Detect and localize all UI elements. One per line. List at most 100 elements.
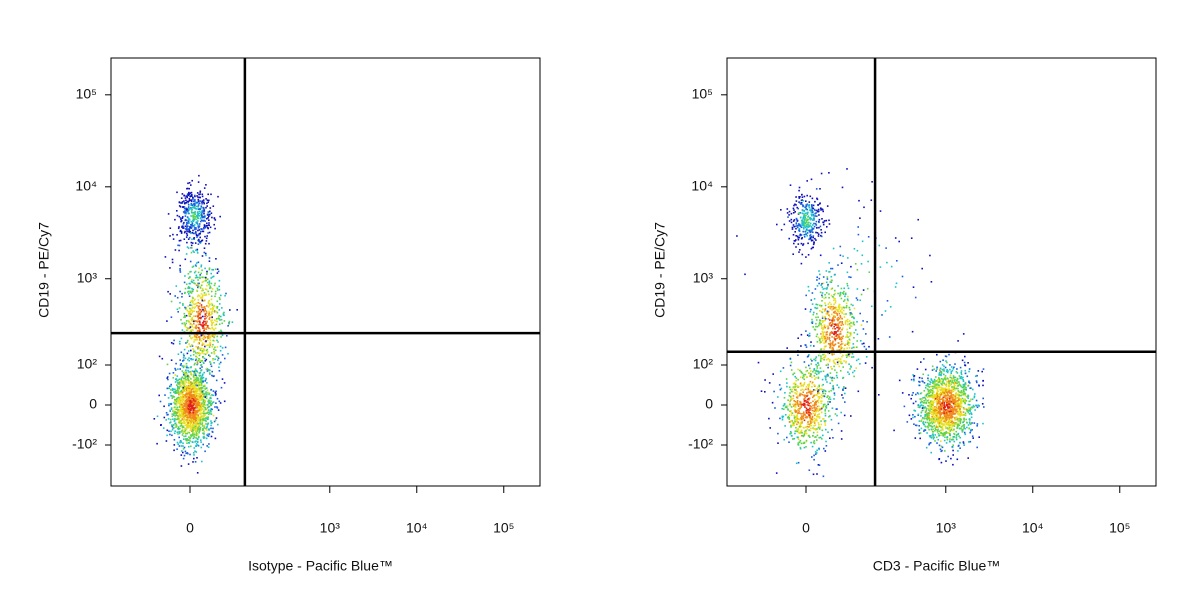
event-dot [195,228,197,230]
event-dot [205,276,207,279]
event-dot [968,380,970,382]
event-dot [790,426,792,428]
event-dot [193,385,195,388]
event-dot [952,375,955,377]
event-dot [195,394,197,396]
event-dot [952,400,955,403]
event-dot [809,429,812,432]
event-dot [806,409,809,411]
event-dot [944,384,947,386]
event-dot [169,392,172,394]
event-dot [913,375,916,377]
event-dot [790,414,793,416]
event-dot [934,434,936,436]
event-dot [218,400,221,403]
event-dot [190,349,192,352]
event-dot [813,375,816,377]
event-dot [191,266,194,268]
event-dot [203,299,206,302]
event-dot [205,184,207,186]
event-dot [181,450,183,452]
event-dot [197,229,199,232]
event-dot [205,397,208,400]
event-dot [934,430,936,432]
event-dot [196,415,198,418]
event-dot [935,380,937,382]
event-dot [196,311,198,313]
event-dot [946,404,948,406]
event-dot [209,303,211,305]
event-dot [196,388,199,390]
event-dot [201,200,204,202]
event-dot [178,397,180,400]
event-dot [204,276,206,279]
event-dot [185,362,188,365]
event-dot [930,408,932,411]
event-dot [174,418,176,420]
event-dot [796,391,798,393]
event-dot [971,429,973,431]
event-dot [202,300,205,302]
event-dot [205,324,208,326]
event-dot [946,377,948,379]
event-dot [216,307,218,309]
event-dot [182,304,184,306]
event-dot [195,430,197,432]
event-dot [790,424,792,427]
event-dot [214,327,217,330]
event-dot [836,349,838,351]
event-dot [938,430,941,433]
event-dot [805,416,807,418]
event-dot [793,372,796,374]
event-dot [941,412,943,414]
event-dot [827,410,830,412]
event-dot [793,424,795,427]
event-dot [805,346,808,348]
event-dot [928,442,931,445]
event-dot [925,417,927,420]
event-dot [199,311,202,314]
event-dot [817,386,819,388]
event-dot [925,384,927,387]
event-dot [210,424,212,427]
event-dot [193,372,196,374]
event-dot [200,228,202,230]
event-dot [190,280,193,283]
event-dot [817,401,820,404]
event-dot [181,396,183,398]
event-dot [803,397,806,400]
event-dot [183,385,186,388]
event-dot [824,414,827,417]
event-dot [929,383,931,386]
event-dot [197,403,200,406]
event-dot [200,240,202,243]
event-dot [971,398,974,401]
event-dot [943,396,946,398]
event-dot [927,414,929,416]
event-dot [206,273,208,275]
event-dot [161,357,164,360]
event-dot [952,454,954,456]
event-dot [194,461,197,463]
event-dot [202,276,204,279]
event-dot [197,318,200,320]
event-dot [192,394,194,397]
event-dot [198,387,201,390]
event-dot [192,404,195,407]
event-dot [187,327,189,329]
event-dot [933,368,935,370]
event-dot [191,310,194,312]
event-dot [195,417,198,419]
event-dot [813,384,816,387]
event-dot [976,446,978,449]
event-dot [181,201,184,203]
event-dot [962,393,965,396]
event-dot [180,381,183,384]
event-dot [815,376,817,379]
event-dot [928,412,930,414]
event-dot [795,385,798,388]
event-dot [934,428,937,431]
event-dot [957,340,959,342]
event-dot [937,378,940,381]
event-dot [198,241,201,243]
